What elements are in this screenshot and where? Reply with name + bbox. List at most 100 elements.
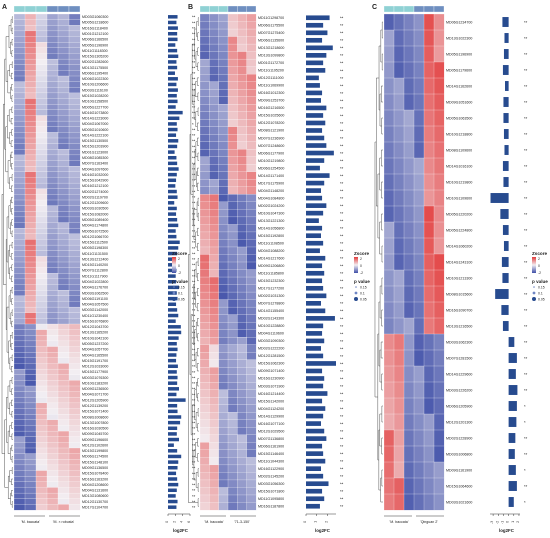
heatmap-cell: [423, 61, 435, 79]
significance-mark: **: [192, 60, 196, 65]
pvalue-dot: [354, 297, 358, 301]
heatmap-cell: [57, 36, 70, 43]
gene-label: MD15G1146400: [258, 452, 284, 456]
significance-mark: **: [192, 195, 196, 200]
heatmap-cell: [24, 453, 37, 460]
heatmap-cell: [433, 205, 445, 223]
heatmap-cell: [35, 25, 48, 32]
heatmap-cell: [46, 430, 59, 438]
heatmap-cell: [13, 295, 26, 302]
heatmap-B: [199, 13, 257, 511]
heatmap-cell: [57, 47, 70, 54]
heatmap-cell: [46, 391, 59, 398]
log2fc-bar: [168, 178, 177, 183]
heatmap-cell: [57, 504, 70, 511]
heatmap-cell: [35, 143, 48, 150]
heatmap-cell: [35, 109, 48, 116]
heatmap-cell: [199, 389, 210, 398]
heatmap-cell: [13, 177, 26, 184]
significance-mark: **: [192, 308, 196, 313]
log2fc-bar: [168, 172, 177, 177]
heatmap-cell: [218, 239, 229, 248]
heatmap-cell: [35, 256, 48, 263]
significance-mark: **: [340, 414, 344, 419]
gene-label: MD10G1228800: [258, 324, 284, 328]
log2fc-bar: [168, 167, 179, 171]
heatmap-cell: [46, 182, 59, 190]
heatmap-cell: [383, 221, 395, 239]
log2fc-bar: [168, 302, 177, 307]
heatmap-cell: [68, 436, 81, 443]
log2fc-bar: [168, 60, 177, 64]
gene-label: MD15G1064600: [446, 484, 472, 488]
heatmap-cell: [35, 244, 48, 252]
heatmap-cell: [413, 301, 425, 319]
dendrogram-branch: [197, 483, 199, 492]
heatmap-cell: [383, 157, 395, 175]
group-label: 'M. baccata': [390, 520, 409, 524]
zscore-colorbar: [172, 257, 176, 273]
heatmap-cell: [413, 125, 425, 143]
heatmap-cell: [13, 104, 26, 111]
dendrogram-branch: [9, 177, 13, 189]
gene-label: MD10G1158500: [82, 100, 108, 104]
gene-label: MD13G1007800: [82, 421, 108, 425]
dendrogram-branch: [381, 373, 383, 391]
gene-label: MD04G1057500: [82, 303, 108, 307]
heatmap-cell: [46, 92, 59, 99]
significance-mark: **: [192, 302, 196, 307]
heatmap-cell: [68, 284, 81, 291]
heatmap-cell: [24, 92, 37, 99]
heatmap-cell: [24, 244, 37, 252]
heatmap-cell: [209, 382, 219, 391]
heatmap-cell: [57, 329, 70, 336]
heatmap-cell: [423, 493, 435, 511]
dendrogram-branch: [11, 208, 13, 215]
heatmap-cell: [237, 186, 247, 195]
heatmap-cell: [35, 239, 48, 246]
heatmap-cell: [423, 29, 435, 47]
log2fc-bar: [306, 331, 323, 336]
heatmap-cell: [46, 25, 59, 32]
panel-letter-A: A: [2, 4, 7, 11]
dendrogram-branch: [196, 21, 199, 37]
dendrogram-branch: [9, 380, 12, 392]
dendrogram-branch: [197, 62, 199, 71]
heatmap-cell: [24, 228, 37, 235]
heatmap-cell: [227, 276, 238, 285]
heatmap-cell: [68, 380, 81, 387]
heatmap-cell: [209, 494, 219, 503]
heatmap-cell: [403, 333, 415, 351]
heatmap-cell: [413, 221, 425, 239]
gene-label: MD05G1196900: [446, 52, 472, 56]
gene-label: MD09G1161900: [446, 468, 472, 472]
heatmap-cell: [199, 111, 210, 120]
heatmap-cell: [24, 368, 37, 376]
row-dendrogram-B: [188, 17, 199, 507]
heatmap-cell: [246, 479, 257, 488]
heatmap-cell: [246, 58, 257, 67]
log2fc-bar: [306, 113, 324, 118]
significance-mark: **: [340, 271, 344, 276]
heatmap-cell: [218, 201, 229, 210]
heatmap-cell: [24, 476, 37, 483]
heatmap-cell: [218, 397, 229, 406]
heatmap-cell: [57, 199, 70, 206]
zscore-tick-label: 2: [178, 257, 180, 261]
pvalue-dot: [532, 291, 536, 295]
heatmap-cell: [24, 391, 37, 398]
heatmap-cell: [413, 349, 425, 367]
heatmap-cell: [209, 329, 219, 338]
heatmap-cell: [46, 278, 59, 285]
dendrogram-branch: [11, 366, 13, 373]
log2fc-bar: [306, 98, 321, 103]
significance-mark: **: [192, 488, 196, 493]
heatmap-cell: [237, 284, 247, 293]
heatmap-cell: [13, 414, 26, 421]
heatmap-cell: [413, 29, 425, 47]
heatmap-cell: [423, 445, 435, 463]
heatmap-cell: [24, 261, 37, 268]
heatmap-cell: [13, 126, 26, 133]
heatmap-cell: [237, 464, 247, 473]
heatmap-cell: [24, 188, 37, 195]
